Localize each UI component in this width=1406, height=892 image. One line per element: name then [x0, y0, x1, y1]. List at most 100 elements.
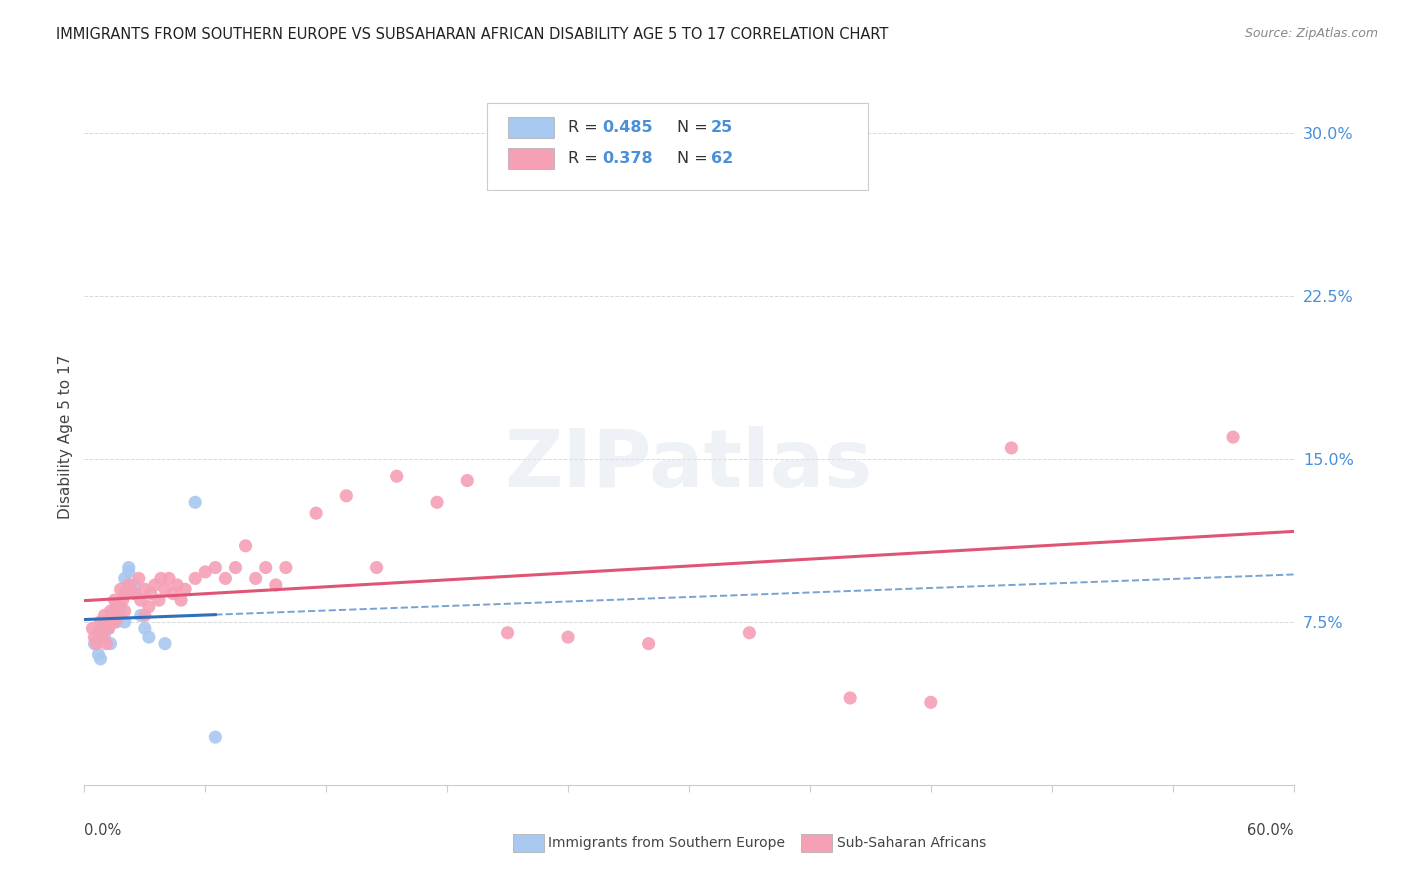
Point — [496, 625, 519, 640]
Text: 0.378: 0.378 — [602, 152, 652, 166]
Text: N =: N = — [676, 120, 713, 135]
Point — [101, 613, 124, 627]
Point — [149, 571, 172, 585]
Point — [366, 560, 388, 574]
Point — [118, 578, 141, 592]
Point — [91, 625, 114, 640]
Point — [93, 630, 115, 644]
Point — [174, 582, 197, 597]
FancyBboxPatch shape — [508, 117, 554, 138]
Point — [93, 615, 115, 629]
Point — [839, 690, 862, 705]
Point — [162, 587, 184, 601]
Point — [153, 582, 176, 597]
Point — [111, 593, 134, 607]
Point — [105, 599, 128, 614]
Point — [138, 630, 160, 644]
Point — [89, 652, 111, 666]
Point — [245, 571, 267, 585]
Point — [83, 630, 105, 644]
Point — [104, 593, 127, 607]
Point — [129, 593, 152, 607]
Point — [114, 571, 136, 585]
Point — [194, 565, 217, 579]
Point — [166, 578, 188, 592]
Point — [557, 630, 579, 644]
Point — [114, 587, 136, 601]
Point — [124, 587, 146, 601]
FancyBboxPatch shape — [486, 103, 868, 190]
Point — [637, 637, 659, 651]
Point — [110, 582, 132, 597]
Point — [83, 637, 105, 651]
Point — [138, 599, 160, 614]
Point — [104, 604, 127, 618]
Point — [93, 608, 115, 623]
Point — [184, 495, 207, 509]
Point — [105, 615, 128, 629]
Point — [184, 571, 207, 585]
FancyBboxPatch shape — [508, 148, 554, 169]
Point — [96, 637, 118, 651]
Point — [110, 599, 132, 614]
Point — [129, 608, 152, 623]
Point — [97, 621, 120, 635]
Text: R =: R = — [568, 120, 603, 135]
Point — [114, 615, 136, 629]
Point — [148, 593, 170, 607]
Point — [87, 648, 110, 662]
Point — [86, 637, 108, 651]
Text: Sub-Saharan Africans: Sub-Saharan Africans — [837, 836, 986, 850]
Point — [124, 578, 146, 592]
Point — [118, 560, 141, 574]
Y-axis label: Disability Age 5 to 17: Disability Age 5 to 17 — [58, 355, 73, 519]
Point — [118, 565, 141, 579]
Point — [385, 469, 408, 483]
Point — [235, 539, 257, 553]
Point — [214, 571, 236, 585]
Point — [920, 695, 942, 709]
Point — [170, 593, 193, 607]
Point — [225, 560, 247, 574]
Point — [1000, 441, 1022, 455]
Point — [97, 621, 120, 635]
Point — [91, 630, 114, 644]
Point — [107, 608, 129, 623]
Text: 62: 62 — [710, 152, 733, 166]
Point — [738, 625, 761, 640]
Text: N =: N = — [676, 152, 713, 166]
Text: IMMIGRANTS FROM SOUTHERN EUROPE VS SUBSAHARAN AFRICAN DISABILITY AGE 5 TO 17 COR: IMMIGRANTS FROM SOUTHERN EUROPE VS SUBSA… — [56, 27, 889, 42]
Point — [134, 621, 156, 635]
Text: 0.0%: 0.0% — [84, 823, 121, 838]
Point — [82, 621, 104, 635]
Text: Immigrants from Southern Europe: Immigrants from Southern Europe — [548, 836, 786, 850]
Text: R =: R = — [568, 152, 603, 166]
Point — [153, 637, 176, 651]
Point — [139, 587, 162, 601]
Point — [120, 582, 142, 597]
Point — [456, 474, 478, 488]
Point — [120, 582, 142, 597]
Point — [335, 489, 357, 503]
Point — [1222, 430, 1244, 444]
Point — [204, 730, 226, 744]
Point — [128, 571, 150, 585]
Point — [204, 560, 226, 574]
Point — [87, 625, 110, 640]
Point — [104, 608, 127, 623]
Point — [100, 604, 122, 618]
Point — [305, 506, 328, 520]
Point — [426, 495, 449, 509]
Text: 25: 25 — [710, 120, 733, 135]
Point — [100, 637, 122, 651]
Point — [264, 578, 287, 592]
Point — [124, 587, 146, 601]
Point — [114, 604, 136, 618]
Text: Source: ZipAtlas.com: Source: ZipAtlas.com — [1244, 27, 1378, 40]
Point — [254, 560, 277, 574]
Text: ZIPatlas: ZIPatlas — [505, 425, 873, 504]
Text: 0.485: 0.485 — [602, 120, 652, 135]
Point — [143, 578, 166, 592]
Point — [274, 560, 297, 574]
Point — [157, 571, 180, 585]
